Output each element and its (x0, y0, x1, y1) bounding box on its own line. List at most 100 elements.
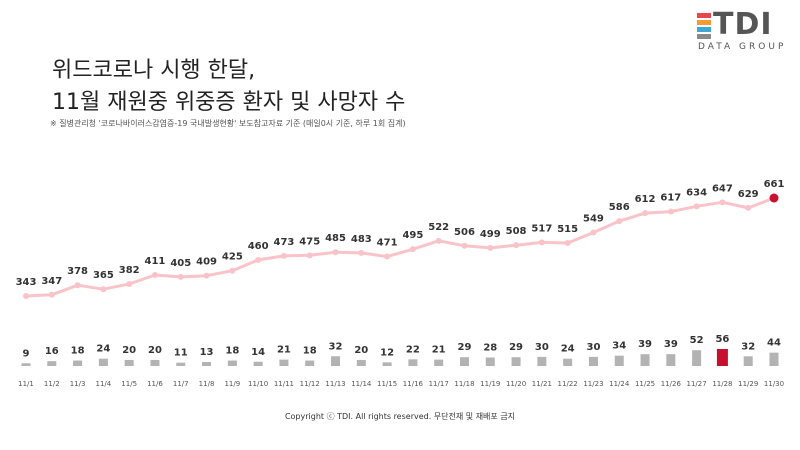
x-tick-label: 11/3 (70, 380, 86, 388)
title-line-2: 11월 재원중 위중증 환자 및 사망자 수 (52, 90, 406, 115)
line-series (25, 196, 775, 298)
line-label: 460 (248, 241, 269, 252)
line-label: 495 (402, 230, 423, 241)
line-point (23, 293, 29, 299)
line-point (126, 280, 133, 287)
bar-label: 39 (664, 339, 678, 350)
bar (47, 361, 57, 366)
logo-subtext: DATA GROUP (698, 42, 787, 52)
bar (485, 357, 495, 366)
bar-label: 9 (23, 348, 30, 359)
bar-label: 16 (45, 346, 59, 357)
line-label: 515 (557, 224, 578, 235)
bar (356, 359, 366, 366)
line-point (564, 239, 571, 246)
line-point (332, 249, 339, 256)
bar-label: 20 (122, 345, 136, 356)
bar (769, 352, 779, 366)
line-label: 522 (428, 222, 449, 233)
line-point (745, 204, 752, 211)
bar (227, 360, 237, 366)
bar (305, 360, 315, 366)
x-tick-label: 11/16 (403, 380, 424, 388)
bar (614, 355, 624, 366)
bar (98, 358, 108, 366)
bar-label: 24 (96, 344, 110, 355)
title-line-1: 위드코로나 시행 한달, (52, 58, 256, 83)
line-point (384, 253, 391, 260)
line-label: 506 (454, 227, 475, 238)
line-label: 517 (531, 223, 552, 234)
x-tick-label: 11/25 (635, 380, 655, 388)
tdi-logo: TDI DATA GROUP (688, 8, 792, 56)
line-point (74, 282, 81, 289)
line-point (358, 249, 365, 256)
bar-label: 32 (741, 341, 755, 352)
line-point (100, 286, 107, 293)
bar-label: 20 (354, 345, 368, 356)
line-label: 382 (119, 265, 140, 276)
line-point (229, 267, 236, 274)
line-label: 405 (170, 258, 191, 269)
chart-title: 위드코로나 시행 한달, 11월 재원중 위중증 환자 및 사망자 수 (52, 55, 405, 119)
line-point (435, 237, 442, 244)
x-tick-label: 11/15 (377, 380, 397, 388)
bar (279, 359, 289, 366)
bar-label: 28 (483, 343, 497, 354)
line-label: 378 (67, 266, 88, 277)
x-tick-label: 11/21 (532, 380, 552, 388)
x-tick-label: 11/5 (121, 380, 137, 388)
line-point (642, 210, 649, 217)
line-label: 634 (686, 187, 707, 198)
x-tick-label: 11/10 (248, 380, 268, 388)
line-label: 485 (325, 233, 346, 244)
line-label: 499 (480, 229, 501, 240)
bar-label: 56 (715, 334, 729, 345)
line-label: 409 (196, 257, 217, 268)
x-tick-label: 11/27 (687, 380, 707, 388)
x-tick-label: 11/26 (661, 380, 682, 388)
line-point (693, 203, 700, 210)
line-label: 347 (41, 276, 62, 287)
line-label: 661 (764, 179, 785, 190)
line-point (667, 208, 674, 215)
x-tick-label: 11/19 (480, 380, 500, 388)
line-point (769, 193, 779, 203)
line-label: 508 (506, 226, 527, 237)
x-tick-label: 11/2 (44, 380, 60, 388)
line-point (280, 252, 287, 259)
line-label: 647 (712, 183, 733, 194)
x-tick-label: 11/12 (300, 380, 320, 388)
bar (202, 362, 212, 366)
bar-label: 18 (71, 346, 85, 357)
x-tick-label: 11/13 (325, 380, 345, 388)
bar-label: 34 (612, 341, 626, 352)
x-tick-label: 11/18 (454, 380, 474, 388)
x-tick-label: 11/23 (583, 380, 603, 388)
line-label: 471 (377, 238, 398, 249)
logo-bar-3 (697, 27, 711, 32)
bar (382, 362, 392, 366)
bar (563, 358, 573, 366)
bar (511, 357, 521, 366)
line-point (48, 291, 55, 298)
line-point (616, 218, 623, 225)
bar-label: 39 (638, 339, 652, 350)
line-point (461, 242, 468, 249)
bar-label: 20 (148, 345, 162, 356)
bar-label: 29 (458, 342, 472, 353)
line-point (203, 272, 210, 279)
bar-label: 29 (509, 342, 523, 353)
line-point (255, 256, 262, 263)
logo-bars-icon (697, 13, 711, 41)
x-tick-label: 11/6 (147, 380, 163, 388)
bar (253, 361, 263, 366)
x-tick-label: 11/20 (506, 380, 526, 388)
line-point (306, 252, 313, 259)
bar (150, 359, 160, 366)
bar (692, 350, 702, 366)
x-tick-label: 11/28 (712, 380, 732, 388)
x-tick-label: 11/24 (609, 380, 630, 388)
bar (73, 360, 83, 366)
bar-label: 22 (406, 344, 420, 355)
